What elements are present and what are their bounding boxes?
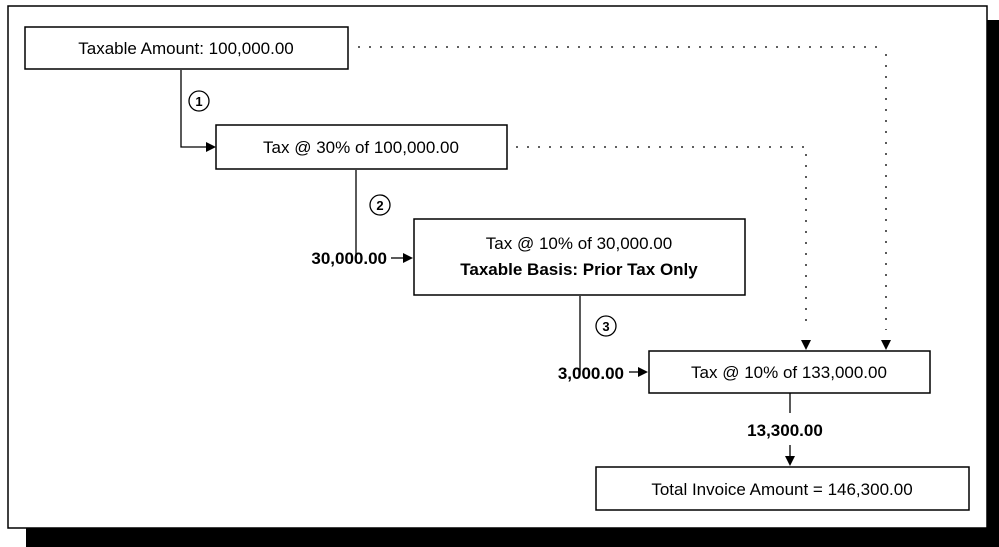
tax-10-total-box: Tax @ 10% of 133,000.00 bbox=[648, 350, 931, 394]
arrow-head-final bbox=[785, 456, 795, 466]
arrow-heads bbox=[206, 142, 891, 466]
step-marker-3: 3 bbox=[595, 315, 617, 337]
tax-10-prior-line2: Taxable Basis: Prior Tax Only bbox=[460, 260, 698, 279]
tax-30-rect bbox=[215, 124, 508, 170]
step-marker-2: 2 bbox=[369, 194, 391, 216]
connector-step1 bbox=[180, 70, 207, 148]
arrow-head-step1 bbox=[206, 142, 216, 152]
taxable-amount-rect bbox=[24, 26, 349, 70]
tax-10-total-label: Tax @ 10% of 133,000.00 bbox=[691, 363, 887, 382]
step-circle-1 bbox=[188, 90, 210, 112]
step-circle-3 bbox=[595, 315, 617, 337]
tax-10-prior-line1: Tax @ 10% of 30,000.00 bbox=[486, 234, 672, 253]
step-label-2: 2 bbox=[376, 198, 383, 213]
tax-10-total-rect bbox=[648, 350, 931, 394]
tax-10-prior-rect bbox=[413, 218, 746, 296]
tax-30-box: Tax @ 30% of 100,000.00 bbox=[215, 124, 508, 170]
total-invoice-rect bbox=[595, 466, 970, 511]
arrow-head-step3 bbox=[638, 367, 648, 377]
step2-amount-label: 30,000.00 bbox=[311, 249, 387, 268]
step-circle-2 bbox=[369, 194, 391, 216]
step-label-3: 3 bbox=[602, 319, 609, 334]
step3-amount-label: 3,000.00 bbox=[558, 364, 624, 383]
solid-connectors bbox=[180, 70, 791, 458]
total-invoice-label: Total Invoice Amount = 146,300.00 bbox=[651, 480, 912, 499]
dotted-connectors bbox=[358, 46, 887, 330]
step-label-1: 1 bbox=[195, 94, 202, 109]
arrow-head-step2 bbox=[403, 253, 413, 263]
arrow-head-mid-dotted bbox=[801, 340, 811, 350]
tax-10-prior-box: Tax @ 10% of 30,000.00 Taxable Basis: Pr… bbox=[413, 218, 746, 296]
tax-30-label: Tax @ 30% of 100,000.00 bbox=[263, 138, 459, 157]
taxable-amount-label: Taxable Amount: 100,000.00 bbox=[78, 39, 294, 58]
arrow-head-top-dotted bbox=[881, 340, 891, 350]
step-marker-1: 1 bbox=[188, 90, 210, 112]
total-invoice-box: Total Invoice Amount = 146,300.00 bbox=[595, 466, 970, 511]
final-tax-amount-label: 13,300.00 bbox=[747, 421, 823, 440]
taxable-amount-box: Taxable Amount: 100,000.00 bbox=[24, 26, 349, 70]
